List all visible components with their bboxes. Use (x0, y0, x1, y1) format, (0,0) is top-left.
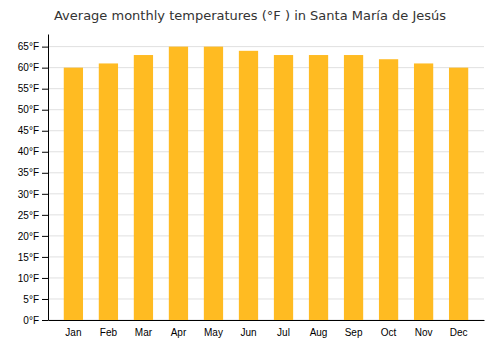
grid-line (48, 46, 484, 47)
x-tick: Apr (171, 327, 187, 338)
y-tick-mark (42, 47, 48, 48)
plot: 0°F 5°F 10°F 15°F 20°F 25°F 30°F 35°F 40°F 45°F 50… (18, 35, 485, 339)
y-tick-label: 25°F (18, 210, 39, 221)
bar (449, 68, 468, 320)
y-tick: 25°F (18, 210, 48, 221)
x-tick-label: Oct (381, 327, 397, 338)
x-tick: Oct (381, 327, 397, 338)
y-tick-mark (42, 278, 48, 279)
y-tick: 35°F (18, 167, 48, 178)
x-tick-label: Nov (415, 327, 433, 338)
y-tick: 45°F (18, 125, 48, 136)
bar (309, 55, 328, 320)
y-tick-label: 30°F (18, 189, 39, 200)
x-tick-label: Sep (345, 327, 363, 338)
y-tick-mark (42, 152, 48, 153)
bar (204, 47, 223, 320)
x-tick-label: Jul (277, 327, 290, 338)
y-tick-label: 10°F (18, 273, 39, 284)
x-axis-line (49, 320, 485, 321)
x-tick: Feb (100, 327, 118, 338)
y-tick: 20°F (18, 231, 48, 242)
grid (48, 47, 484, 320)
bar (239, 51, 258, 320)
y-tick-label: 60°F (18, 62, 39, 73)
x-tick-label: Jun (240, 327, 256, 338)
y-tick-mark (42, 131, 48, 132)
y-tick-mark (42, 194, 48, 195)
y-tick-mark (42, 257, 48, 258)
x-tick-label: May (204, 327, 223, 338)
y-tick-label: 20°F (18, 231, 39, 242)
y-tick-label: 50°F (18, 104, 39, 115)
y-tick-label: 40°F (18, 146, 39, 157)
y-tick-mark (42, 236, 48, 237)
x-tick: Aug (310, 327, 328, 338)
y-tick-mark (42, 320, 48, 321)
y-tick: 5°F (23, 294, 48, 305)
x-tick: Jul (277, 327, 290, 338)
x-tick-label: Mar (135, 327, 153, 338)
x-tick: Nov (415, 327, 433, 338)
y-tick: 10°F (18, 273, 48, 284)
y-tick: 15°F (18, 252, 48, 263)
x-tick-label: Apr (171, 327, 187, 338)
x-tick-label: Feb (100, 327, 118, 338)
bar (379, 59, 398, 320)
y-tick-label: 0°F (23, 315, 39, 326)
x-tick: Mar (135, 327, 153, 338)
y-tick-label: 15°F (18, 252, 39, 263)
x-tick: May (204, 327, 223, 338)
y-tick-mark (42, 215, 48, 216)
y-tick: 30°F (18, 189, 48, 200)
bar (169, 47, 188, 320)
y-tick-mark (42, 68, 48, 69)
y-tick-label: 65°F (18, 41, 39, 52)
bar (414, 63, 433, 320)
bars (64, 47, 468, 320)
y-tick-label: 55°F (18, 83, 39, 94)
y-tick: 50°F (18, 104, 48, 115)
bar (64, 68, 83, 320)
x-tick: Jan (65, 327, 81, 338)
y-tick: 40°F (18, 146, 48, 157)
y-tick-label: 5°F (23, 294, 39, 305)
y-tick: 65°F (18, 41, 48, 52)
title: Average monthly temperatures (°F ) in Sa… (54, 8, 446, 23)
x-axis: Jan Feb Mar Apr May Jun Jul Aug Sep Oct Nov Dec (49, 321, 485, 339)
x-tick-label: Jan (65, 327, 81, 338)
x-tick: Jun (240, 327, 256, 338)
y-tick: 0°F (23, 315, 48, 326)
y-axis: 0°F 5°F 10°F 15°F 20°F 25°F 30°F 35°F 40°F 45°F 50… (18, 35, 49, 326)
x-tick-label: Dec (450, 327, 468, 338)
x-tick: Sep (345, 327, 363, 338)
bar (344, 55, 363, 320)
y-axis-line (48, 35, 49, 321)
bar (274, 55, 293, 320)
y-tick-mark (42, 299, 48, 300)
y-tick-mark (42, 110, 48, 111)
chart: 0°F 5°F 10°F 15°F 20°F 25°F 30°F 35°F 40°F 45°F 50… (0, 0, 500, 350)
y-tick-mark (42, 89, 48, 90)
x-tick-label: Aug (310, 327, 328, 338)
x-tick: Dec (450, 327, 468, 338)
bar (134, 55, 153, 320)
y-tick: 55°F (18, 83, 48, 94)
y-tick: 60°F (18, 62, 48, 73)
y-tick-label: 45°F (18, 125, 39, 136)
y-tick-mark (42, 173, 48, 174)
bar (99, 63, 118, 320)
y-tick-label: 35°F (18, 167, 39, 178)
